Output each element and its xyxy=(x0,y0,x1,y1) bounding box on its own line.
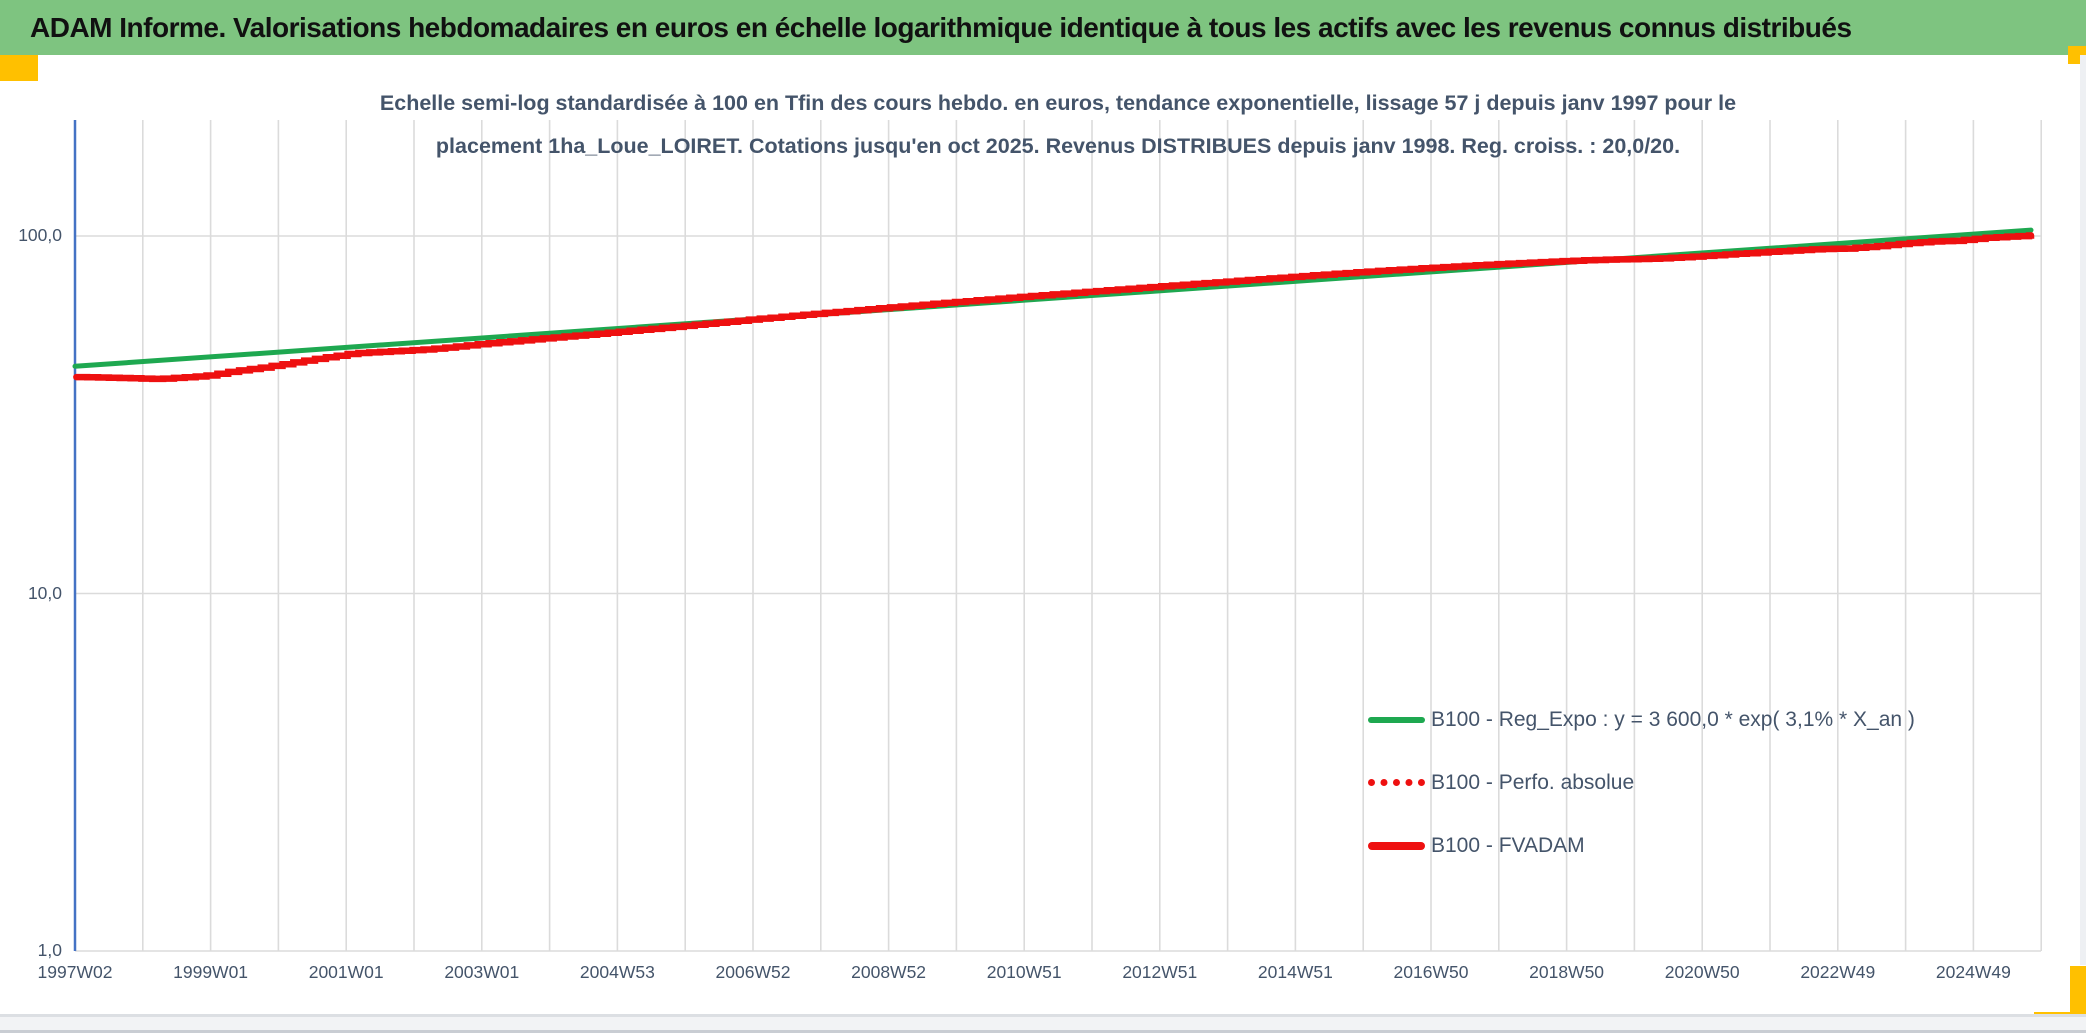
x-axis-label: 2016W50 xyxy=(1393,962,1469,982)
chart-title: Echelle semi-log standardisée à 100 en T… xyxy=(75,82,2041,168)
x-axis-label: 2022W49 xyxy=(1800,962,1876,982)
chart-title-line2: placement 1ha_Loue_LOIRET. Cotations jus… xyxy=(435,134,1681,158)
corner-accent-top-left xyxy=(0,55,38,81)
x-axis-label: 2006W52 xyxy=(715,962,791,982)
green-line-swatch-icon xyxy=(1368,716,1425,723)
bottom-band xyxy=(0,1017,2086,1030)
y-axis-label: 10,0 xyxy=(27,582,62,603)
x-axis-label: 2020W50 xyxy=(1664,962,1740,982)
legend-item-reg-expo[interactable]: B100 - Reg_Expo : y = 3 600,0 * exp( 3,1… xyxy=(1368,688,1915,751)
x-axis-label: 2024W49 xyxy=(1935,962,2011,982)
red-dotted-line-swatch-icon xyxy=(1368,779,1425,786)
x-axis-label: 2010W51 xyxy=(986,962,1062,982)
legend[interactable]: B100 - Reg_Expo : y = 3 600,0 * exp( 3,1… xyxy=(1368,688,1915,877)
y-axis-label: 100,0 xyxy=(18,225,62,245)
bottom-divider xyxy=(0,1014,2086,1017)
x-axis-label: 2001W01 xyxy=(308,962,384,982)
legend-label: B100 - Perfo. absolue xyxy=(1431,770,1635,794)
right-edge-shade xyxy=(2080,55,2086,965)
legend-item-fvadam[interactable]: B100 - FVADAM xyxy=(1368,814,1915,877)
x-axis-label: 2004W53 xyxy=(579,962,655,982)
chart-title-line1: Echelle semi-log standardisée à 100 en T… xyxy=(379,91,1737,115)
legend-label: B100 - FVADAM xyxy=(1431,833,1585,857)
x-axis-label: 1999W01 xyxy=(173,962,249,982)
bottom-edge xyxy=(0,1030,2086,1033)
red-line-swatch-icon xyxy=(1368,841,1425,850)
legend-item-perfo-absolue[interactable]: B100 - Perfo. absolue xyxy=(1368,751,1915,814)
series-lines xyxy=(72,227,2035,383)
x-axis-label: 2014W51 xyxy=(1257,962,1333,982)
y-axis-label: 1,0 xyxy=(37,940,62,960)
x-axis-label: 2012W51 xyxy=(1122,962,1198,982)
header-title: ADAM Informe. Valorisations hebdomadaire… xyxy=(30,11,1852,43)
x-axis-label: 2003W01 xyxy=(444,962,520,982)
x-axis-label: 1997W02 xyxy=(37,962,113,982)
legend-label: B100 - Reg_Expo : y = 3 600,0 * exp( 3,1… xyxy=(1431,707,1915,731)
x-axis-label: 2008W52 xyxy=(851,962,927,982)
x-axis-label: 2018W50 xyxy=(1529,962,1605,982)
header-banner: ADAM Informe. Valorisations hebdomadaire… xyxy=(0,0,2086,55)
